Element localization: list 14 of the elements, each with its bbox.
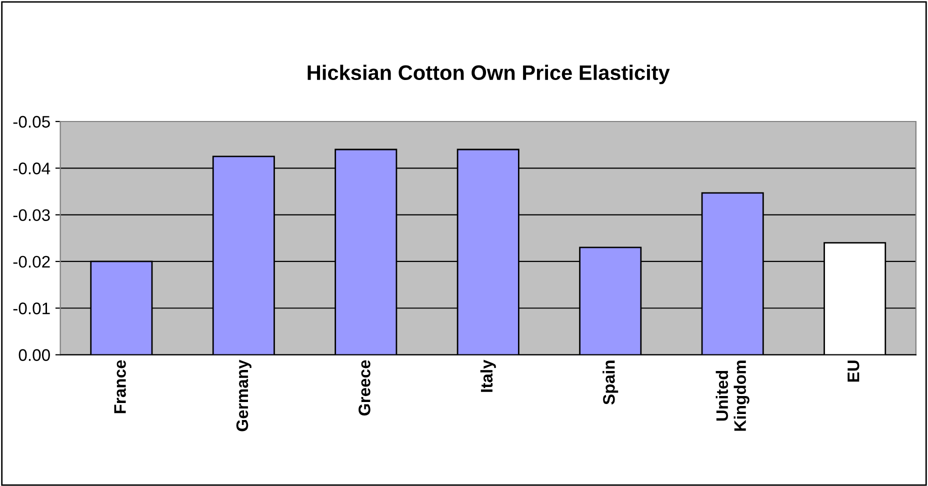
x-tick-label: Germany [236,360,252,432]
y-tick-label: -0.05 [13,116,50,128]
y-tick-label: -0.04 [13,162,50,174]
x-tick-label: EU [848,360,860,382]
chart-title: Hicksian Cotton Own Price Elasticity [308,64,670,84]
y-tick-label: -0.01 [13,302,50,314]
y-tick-label: 0.00 [18,349,50,361]
x-tick-label: France [114,360,126,414]
x-tick-label: Greece [358,360,370,416]
y-tick-label: -0.03 [13,209,50,222]
x-tick-label: United Kingdom [716,360,750,431]
x-tick-label: Italy [480,360,496,392]
y-tick-label: -0.02 [13,256,50,268]
x-tick-label: Spain [602,360,618,405]
